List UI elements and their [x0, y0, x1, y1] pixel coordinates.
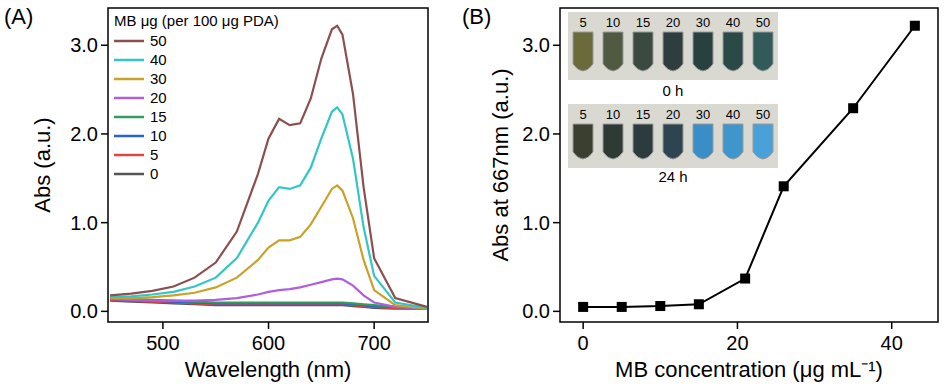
inset-tube — [663, 124, 683, 159]
y-tick-label: 0.0 — [70, 300, 98, 322]
inset-label: 5 — [579, 15, 586, 30]
inset-label: 20 — [666, 15, 680, 30]
inset-tube — [693, 32, 713, 71]
data-point — [617, 302, 627, 312]
y-tick — [101, 133, 108, 135]
y-tick — [101, 311, 108, 313]
inset-tube — [633, 32, 653, 71]
inset-tube — [573, 32, 593, 71]
inset-tube — [663, 32, 683, 71]
inset-label: 50 — [756, 15, 770, 30]
inset-tube — [693, 124, 713, 159]
y-axis-title: Abs at 667nm (a.u.) — [488, 68, 513, 261]
legend-swatch — [114, 154, 144, 157]
y-tick — [101, 222, 108, 224]
inset-tube — [603, 32, 623, 71]
y-tick-label: 0.0 — [522, 300, 550, 322]
inset-time: 24 h — [658, 168, 687, 185]
x-tick — [162, 322, 164, 329]
data-point — [655, 301, 665, 311]
data-point — [740, 274, 750, 284]
inset-label: 15 — [636, 107, 650, 122]
y-tick — [553, 222, 560, 224]
x-tick-label: 500 — [146, 332, 179, 354]
inset-label: 30 — [696, 15, 710, 30]
spectrum-line — [110, 26, 427, 307]
inset-tube — [753, 124, 773, 159]
legend-label: 30 — [150, 70, 167, 87]
legend-label: 20 — [150, 89, 167, 106]
x-axis-title: Wavelength (nm) — [185, 357, 352, 382]
legend-swatch — [114, 116, 144, 119]
legend-swatch — [114, 97, 144, 100]
inset-tube — [573, 124, 593, 159]
inset-photo — [568, 104, 778, 168]
y-tick — [101, 45, 108, 47]
plot-frame — [560, 8, 938, 322]
legend-label: 10 — [150, 127, 167, 144]
x-tick-label: 0 — [578, 332, 589, 354]
inset-label: 10 — [606, 107, 620, 122]
inset-tube — [603, 124, 623, 159]
inset-label: 40 — [726, 15, 740, 30]
inset-label: 50 — [756, 107, 770, 122]
inset-time: 0 h — [663, 82, 684, 99]
x-tick-label: 600 — [252, 332, 285, 354]
data-point — [694, 299, 704, 309]
legend-swatch — [114, 59, 144, 62]
data-point — [779, 181, 789, 191]
inset-label: 15 — [636, 15, 650, 30]
inset-photo — [568, 12, 778, 80]
legend-label: 15 — [150, 108, 167, 125]
x-tick-label: 20 — [726, 332, 748, 354]
x-tick — [268, 322, 270, 329]
y-tick-label: 2.0 — [70, 123, 98, 145]
figure: 0.01.02.03.0500600700Wavelength (nm)Abs … — [0, 0, 947, 387]
legend-swatch — [114, 40, 144, 43]
y-tick-label: 1.0 — [522, 212, 550, 234]
x-tick-label: 700 — [357, 332, 390, 354]
legend-label: 40 — [150, 51, 167, 68]
y-tick-label: 2.0 — [522, 123, 550, 145]
inset-tube — [723, 32, 743, 71]
y-axis-title: Abs (a.u.) — [30, 117, 55, 212]
x-tick-label: 40 — [881, 332, 903, 354]
inset-tube — [633, 124, 653, 159]
y-tick-label: 3.0 — [70, 34, 98, 56]
data-point — [910, 21, 920, 31]
x-tick — [582, 322, 584, 329]
legend-swatch — [114, 173, 144, 176]
data-point — [578, 302, 588, 312]
x-tick — [737, 322, 739, 329]
y-tick — [553, 133, 560, 135]
panel-label: (B) — [462, 4, 491, 29]
inset-label: 30 — [696, 107, 710, 122]
panel-label: (A) — [4, 4, 33, 29]
plot-marks — [110, 26, 427, 309]
data-point — [848, 103, 858, 113]
y-tick-label: 1.0 — [70, 212, 98, 234]
y-tick-label: 3.0 — [522, 34, 550, 56]
inset-label: 5 — [579, 107, 586, 122]
legend-swatch — [114, 135, 144, 138]
inset-tube — [723, 124, 743, 159]
legend-label: 5 — [150, 146, 158, 163]
inset-label: 10 — [606, 15, 620, 30]
y-tick — [553, 45, 560, 47]
plot-frame — [108, 8, 428, 322]
x-tick — [373, 322, 375, 329]
x-tick — [891, 322, 893, 329]
legend-title: MB μg (per 100 μg PDA) — [114, 12, 279, 29]
inset-label: 40 — [726, 107, 740, 122]
inset-label: 20 — [666, 107, 680, 122]
x-axis-title: MB concentration (μg mL⁻¹) — [615, 357, 883, 382]
legend-label: 0 — [150, 165, 158, 182]
legend-swatch — [114, 78, 144, 81]
inset-tube — [753, 32, 773, 71]
legend-label: 50 — [150, 32, 167, 49]
y-tick — [553, 311, 560, 313]
